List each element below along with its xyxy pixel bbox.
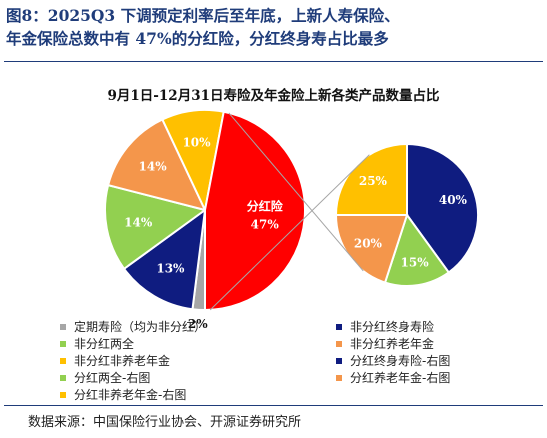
legend-swatch-5	[336, 357, 342, 364]
pie-main	[104, 109, 307, 312]
pie-right-slice-2	[334, 214, 409, 284]
top-rule	[4, 61, 543, 62]
legend-label-3: 非分红养老年金	[350, 337, 435, 351]
source-note: 数据来源：中国保险行业协会、开源证券研究所	[28, 415, 302, 430]
legend-item-5: 分红终身寿险-右图	[336, 353, 530, 368]
pie-main-label-0: 2%	[188, 316, 208, 330]
bottom-rule	[4, 405, 543, 406]
pie-right-slice-3	[334, 142, 408, 216]
legend-swatch-8	[60, 391, 66, 398]
legend-swatch-0	[60, 323, 66, 330]
figure-heading-line-1: 图8：2025Q3 下调预定利率后至年底，上新人寿保险、	[6, 6, 400, 25]
legend-swatch-2	[60, 340, 66, 347]
legend-label-1: 非分红终身寿险	[350, 320, 435, 334]
legend-item-8: 分红非养老年金-右图	[60, 387, 336, 402]
pie-right-slice-0	[406, 142, 479, 274]
pie-main-slice-1	[122, 207, 207, 311]
legend-label-4: 非分红非养老年金	[74, 354, 171, 368]
pie-right	[334, 142, 479, 287]
pie-right-label-1: 15%	[401, 255, 430, 269]
pie-main-label-2: 14%	[124, 215, 153, 229]
legend-label-2: 非分红两全	[74, 337, 135, 351]
pie-main-label-1: 13%	[156, 261, 185, 275]
legend-item-2: 非分红两全	[60, 336, 336, 351]
pie-right-slice-1	[383, 212, 451, 287]
legend-item-1: 非分红终身寿险	[336, 319, 530, 334]
pie-main-label-5: 分红险 47%	[247, 198, 284, 231]
legend-swatch-1	[336, 323, 342, 330]
legend-label-6: 分红两全-右图	[74, 371, 151, 385]
pie-right-label-0: 40%	[439, 193, 468, 207]
chart-legend: 定期寿险（均为非分红） 非分红终身寿险 非分红两全 非分红养老年金 非分红非养老年金 分红…	[60, 319, 530, 402]
legend-label-5: 分红终身寿险-右图	[350, 354, 451, 368]
pie-main-slice-2	[104, 183, 208, 271]
pie-main-slice-3	[106, 118, 207, 212]
pie-right-label-2: 20%	[354, 236, 383, 250]
legend-swatch-3	[336, 340, 342, 347]
connector-line-bottom	[228, 112, 364, 272]
legend-swatch-4	[60, 357, 66, 364]
legend-item-4: 非分红非养老年金	[60, 353, 336, 368]
figure-heading: 图8：2025Q3 下调预定利率后至年底，上新人寿保险、 年金保险总数中有 47…	[6, 4, 544, 50]
pie-main-label-4: 10%	[182, 135, 211, 149]
legend-swatch-6	[60, 374, 66, 381]
pie-right-label-3: 25%	[359, 173, 388, 187]
chart-title: 9月1日-12月31日寿险及年金险上新各类产品数量占比	[107, 88, 440, 104]
legend-item-7: 分红养老年金-右图	[336, 370, 530, 385]
legend-item-3: 非分红养老年金	[336, 336, 530, 351]
legend-item-6: 分红两全-右图	[60, 370, 336, 385]
connector-line-top	[209, 154, 370, 311]
legend-item-0: 定期寿险（均为非分红）	[60, 319, 336, 334]
figure-heading-line-2: 年金保险总数中有 47%的分红险，分红终身寿占比最多	[6, 29, 389, 48]
legend-swatch-7	[336, 374, 342, 381]
legend-label-0: 定期寿险（均为非分红）	[74, 320, 207, 334]
legend-label-8: 分红非养老年金-右图	[74, 388, 187, 402]
pie-main-slice-5	[204, 110, 307, 312]
legend-label-7: 分红养老年金-右图	[350, 371, 451, 385]
pie-main-label-3: 14%	[139, 159, 168, 173]
